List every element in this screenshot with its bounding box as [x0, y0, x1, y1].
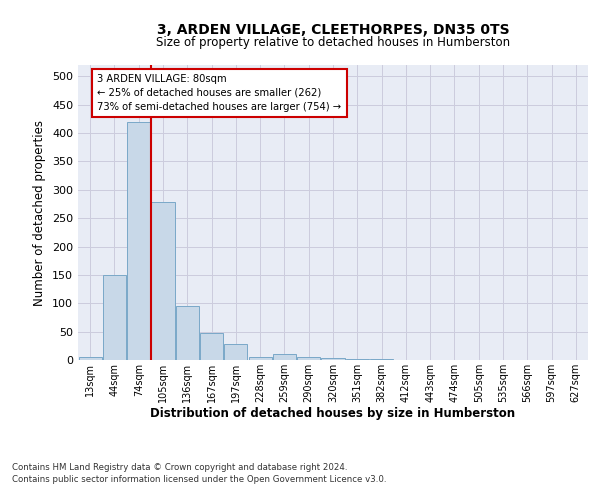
- Bar: [127, 122, 150, 360]
- Bar: [103, 275, 126, 360]
- Bar: [176, 306, 199, 360]
- Text: Size of property relative to detached houses in Humberston: Size of property relative to detached ho…: [156, 36, 510, 49]
- Bar: [297, 357, 320, 360]
- Bar: [346, 359, 369, 360]
- Bar: [273, 354, 296, 360]
- Bar: [322, 358, 344, 360]
- Text: Contains public sector information licensed under the Open Government Licence v3: Contains public sector information licen…: [12, 475, 386, 484]
- Bar: [248, 356, 272, 360]
- Bar: [151, 202, 175, 360]
- Text: Distribution of detached houses by size in Humberston: Distribution of detached houses by size …: [151, 408, 515, 420]
- Bar: [200, 333, 223, 360]
- Bar: [224, 344, 247, 360]
- Text: 3, ARDEN VILLAGE, CLEETHORPES, DN35 0TS: 3, ARDEN VILLAGE, CLEETHORPES, DN35 0TS: [157, 22, 509, 36]
- Text: Contains HM Land Registry data © Crown copyright and database right 2024.: Contains HM Land Registry data © Crown c…: [12, 462, 347, 471]
- Y-axis label: Number of detached properties: Number of detached properties: [34, 120, 46, 306]
- Text: 3 ARDEN VILLAGE: 80sqm
← 25% of detached houses are smaller (262)
73% of semi-de: 3 ARDEN VILLAGE: 80sqm ← 25% of detached…: [97, 74, 341, 112]
- Bar: [79, 357, 101, 360]
